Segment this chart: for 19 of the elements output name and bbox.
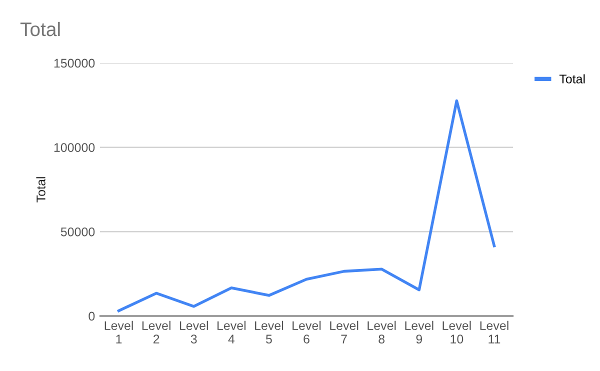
x-tick-label: Level 10 <box>442 320 471 344</box>
y-axis-title: Total <box>36 177 46 202</box>
x-tick-label: Level 5 <box>255 320 284 344</box>
x-tick-label: Level 9 <box>405 320 434 344</box>
line-series <box>117 99 496 312</box>
x-tick-label: Level 3 <box>180 320 208 344</box>
x-tick-label: Level 1 <box>104 320 133 344</box>
x-tick-label: Level 2 <box>142 320 170 344</box>
x-tick-label: Level 8 <box>368 320 396 344</box>
y-tick-label: 0 <box>88 312 95 321</box>
y-tick-label: 100000 <box>54 143 95 152</box>
x-tick-label: Level 7 <box>330 320 358 344</box>
legend-label: Total <box>559 74 585 84</box>
y-tick-label: 150000 <box>54 58 95 68</box>
chart-title: Total <box>20 22 60 36</box>
y-tick-label: 50000 <box>60 227 95 236</box>
x-tick-label: Level 11 <box>480 320 508 344</box>
x-tick-label: Level 6 <box>292 320 321 344</box>
x-tick-label: Level 4 <box>217 320 246 344</box>
